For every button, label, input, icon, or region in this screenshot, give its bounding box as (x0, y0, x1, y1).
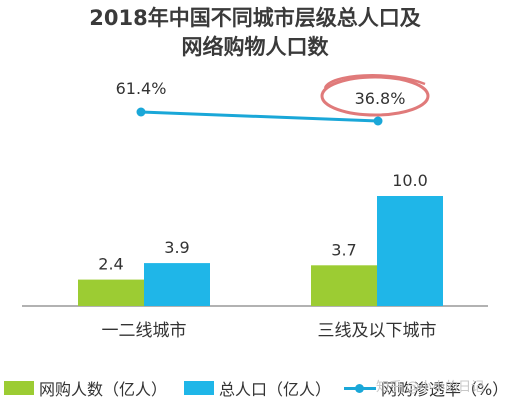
penetration-rate-point-1 (373, 116, 383, 126)
legend-label-penetration-rate: 网购渗透率（%） (381, 380, 509, 399)
data-label-online-shoppers-0: 2.4 (98, 255, 123, 274)
penetration-rate-label-1: 36.8% (355, 89, 406, 108)
bar-total-population-1 (377, 196, 443, 306)
legend-swatch-total-population (184, 381, 214, 395)
legend-label-total-population: 总人口（亿人） (219, 380, 332, 399)
legend-swatch-online-shoppers (4, 381, 34, 395)
data-label-total-population-0: 3.9 (164, 238, 189, 257)
legend-item-online-shoppers: 网购人数（亿人） (4, 376, 167, 400)
chart-title-line-1: 2018年中国不同城市层级总人口及 (89, 6, 421, 30)
highlight-ring-stroke (323, 74, 426, 89)
bar-total-population-0 (144, 263, 210, 306)
bar-online-shoppers-0 (78, 279, 144, 306)
data-label-online-shoppers-1: 3.7 (331, 240, 356, 259)
chart-title: 2018年中国不同城市层级总人口及 网络购物人口数 (0, 4, 510, 62)
legend-item-penetration-rate: 网购渗透率（%） (344, 376, 508, 400)
penetration-rate-point-0 (136, 107, 146, 117)
x-tick-label-1: 三线及以下城市 (318, 321, 437, 341)
highlight-ring (320, 75, 430, 117)
penetration-rate-line (140, 110, 379, 123)
watermark: 知乎 @小小的日记 (376, 380, 485, 395)
bar-online-shoppers-1 (311, 265, 377, 306)
legend-swatch-penetration-rate (344, 381, 376, 395)
data-label-total-population-1: 10.0 (392, 171, 428, 190)
legend-item-total-population: 总人口（亿人） (184, 376, 331, 400)
legend-label-online-shoppers: 网购人数（亿人） (39, 380, 168, 399)
penetration-rate-label-0: 61.4% (116, 79, 167, 98)
x-tick-label-0: 一二线城市 (102, 321, 187, 341)
chart-title-line-2: 网络购物人口数 (181, 35, 329, 59)
legend: 网购人数（亿人） 总人口（亿人） 网购渗透率（%） (4, 376, 510, 400)
